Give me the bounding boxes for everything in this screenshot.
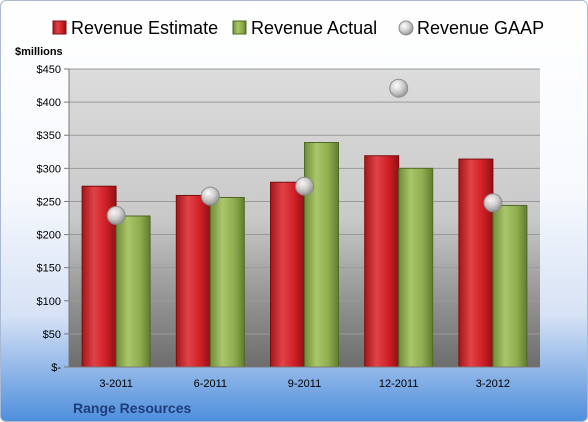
x-tick-label: 6-2011 [194, 378, 227, 390]
y-tick-label: $450 [37, 64, 61, 76]
bar-revenue-actual [115, 215, 151, 368]
marker-revenue-gaap [200, 186, 220, 206]
y-tick-label: $150 [37, 263, 61, 275]
bar-revenue-actual [209, 196, 245, 368]
y-tick-label: $400 [37, 97, 61, 109]
y-tick-label: $250 [37, 196, 61, 208]
bars [81, 142, 528, 368]
gaap-markers [106, 78, 503, 225]
y-axis-unit: $millions [15, 46, 63, 58]
bar-revenue-estimate [458, 158, 494, 368]
legend-label: Revenue Estimate [71, 18, 218, 38]
y-tick-label: $200 [37, 230, 61, 242]
marker-revenue-gaap [389, 78, 409, 98]
legend-label: Revenue GAAP [417, 18, 544, 38]
x-tick-label: 12-2011 [379, 378, 419, 390]
marker-revenue-gaap [106, 205, 126, 225]
legend: Revenue Estimate Revenue Actual Revenue GA… [52, 18, 544, 38]
bar-revenue-estimate [175, 194, 211, 368]
company-name: Range Resources [73, 400, 191, 416]
bar-revenue-actual [398, 167, 434, 368]
bar-revenue-estimate [270, 181, 305, 368]
bar-revenue-actual [492, 204, 528, 368]
y-tick-label: $300 [37, 163, 61, 175]
bar-revenue-estimate [364, 155, 400, 368]
legend-swatch [398, 20, 414, 36]
y-axis: $- $50 $100 $150 $200 $250 $300 $350 $400 $450 [37, 64, 70, 374]
bar-revenue-actual [304, 142, 339, 368]
x-tick-label: 9-2011 [288, 378, 321, 390]
legend-label: Revenue Actual [251, 18, 377, 38]
marker-revenue-gaap [295, 176, 314, 196]
x-axis: 3-2011 6-2011 9-2011 12-2011 3-2012 [69, 366, 540, 390]
y-tick-label: $- [51, 362, 61, 374]
legend-swatch [52, 20, 67, 35]
x-tick-label: 3-2012 [476, 378, 510, 390]
x-tick-label: 3-2011 [99, 378, 132, 390]
legend-swatch [232, 20, 247, 35]
y-tick-label: $100 [37, 296, 61, 308]
y-tick-label: $350 [37, 130, 61, 142]
marker-revenue-gaap [483, 193, 503, 213]
y-tick-label: $50 [43, 329, 61, 341]
